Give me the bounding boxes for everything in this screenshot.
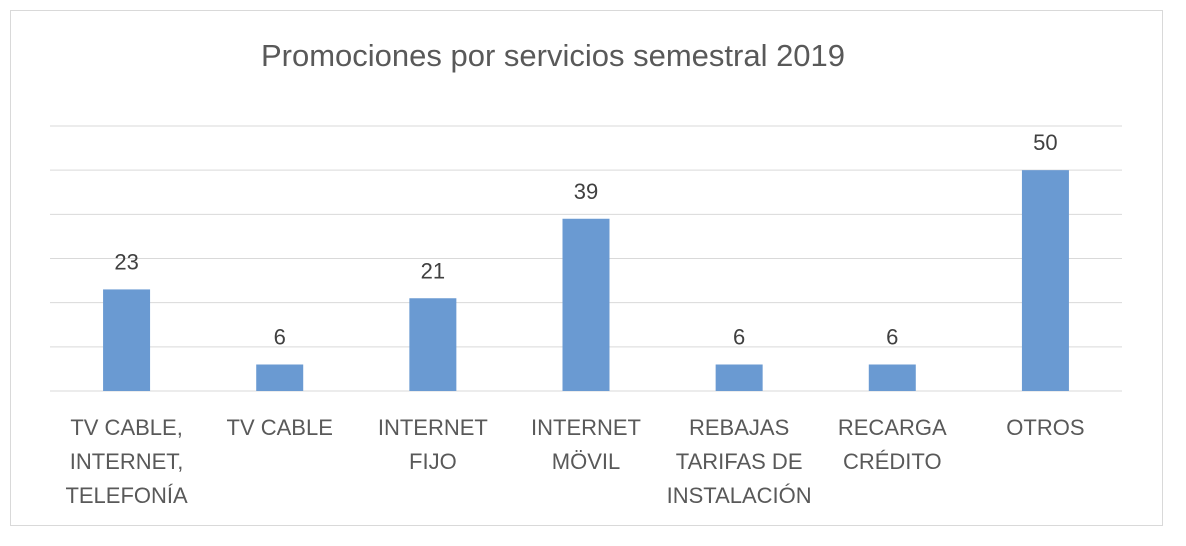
- category-label: TV CABLE, INTERNET, TELEFONÍA: [65, 415, 188, 508]
- category-label: RECARGA CRÉDITO: [838, 415, 947, 474]
- category-label-line: REBAJAS: [689, 415, 789, 440]
- category-label: INTERNET MÖVIL: [531, 415, 641, 474]
- bars: [103, 170, 1069, 391]
- bar: [1021, 170, 1069, 391]
- data-label: 23: [114, 249, 138, 274]
- category-label-line: TELEFONÍA: [65, 483, 188, 508]
- category-label-line: TV CABLE: [227, 415, 333, 440]
- category-label-line: TARIFAS DE: [676, 449, 803, 474]
- category-labels: TV CABLE, INTERNET, TELEFONÍA TV CABLE INTER…: [65, 415, 1084, 508]
- bar: [103, 289, 151, 391]
- data-labels: 23 6 21 39 6 6 50: [114, 130, 1057, 349]
- category-label: OTROS: [1006, 415, 1084, 440]
- category-label-line: INTERNET,: [70, 449, 184, 474]
- category-label-line: RECARGA: [838, 415, 947, 440]
- category-label: TV CABLE: [227, 415, 333, 440]
- category-label-line: INTERNET: [378, 415, 488, 440]
- data-label: 6: [274, 325, 286, 350]
- category-label-line: OTROS: [1006, 415, 1084, 440]
- data-label: 6: [886, 325, 898, 350]
- bar: [409, 298, 457, 391]
- category-label: REBAJAS TARIFAS DE INSTALACIÓN: [667, 415, 812, 508]
- category-label-line: FIJO: [409, 449, 457, 474]
- category-label: INTERNET FIJO: [378, 415, 488, 474]
- category-label-line: INTERNET: [531, 415, 641, 440]
- data-label: 50: [1033, 130, 1057, 155]
- category-label-line: TV CABLE,: [70, 415, 182, 440]
- bar: [562, 218, 610, 391]
- chart-title: Promociones por servicios semestral 2019: [260, 38, 846, 73]
- category-label-line: INSTALACIÓN: [667, 483, 812, 508]
- data-label: 21: [421, 258, 445, 283]
- category-label-line: MÖVIL: [552, 449, 620, 474]
- bar: [256, 364, 304, 391]
- bar: [715, 364, 763, 391]
- data-label: 6: [733, 325, 745, 350]
- data-label: 39: [574, 179, 598, 204]
- bar: [868, 364, 916, 391]
- category-label-line: CRÉDITO: [843, 449, 942, 474]
